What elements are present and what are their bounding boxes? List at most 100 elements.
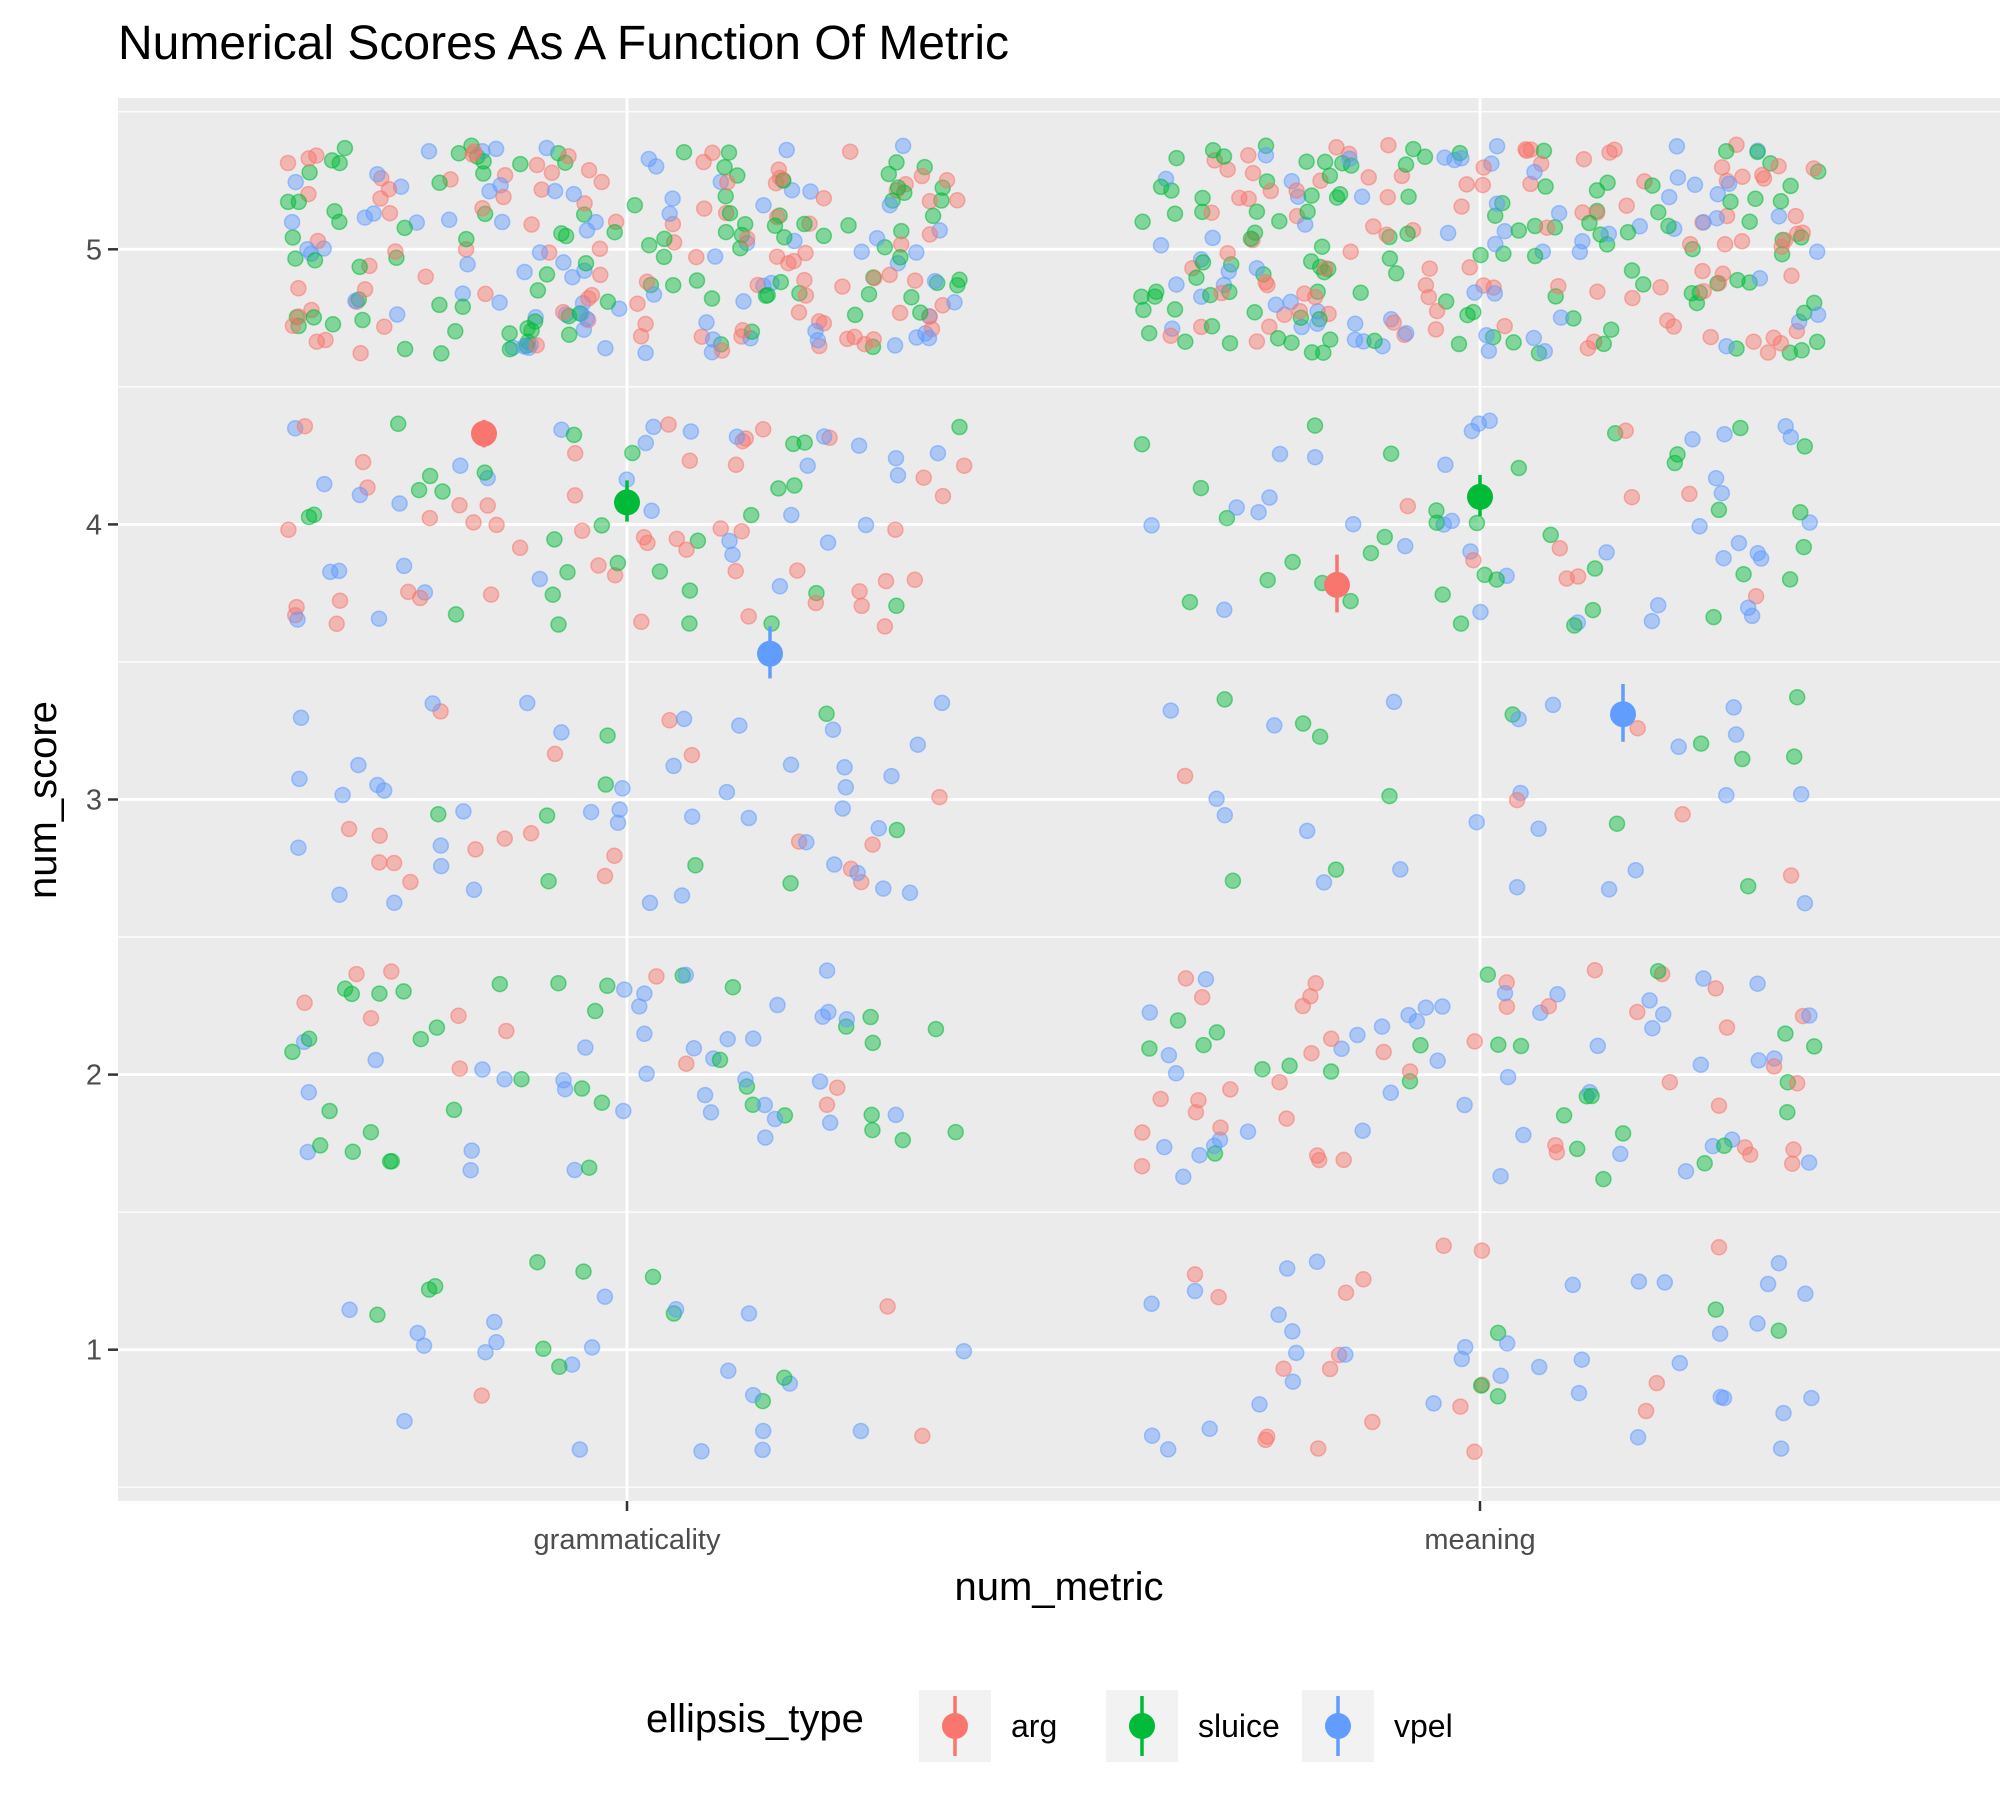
point-sluice: [1140, 324, 1158, 342]
point-arg: [451, 1060, 469, 1077]
point-sluice: [1327, 861, 1345, 878]
point-vpel: [693, 1443, 710, 1460]
point-vpel: [1644, 1019, 1661, 1037]
point-arg: [1303, 1044, 1320, 1062]
point-vpel: [933, 694, 951, 712]
point-vpel: [1600, 225, 1618, 243]
point-vpel: [731, 717, 748, 734]
point-vpel: [292, 709, 310, 727]
point-sluice: [846, 306, 864, 324]
point-sluice: [1322, 1063, 1340, 1080]
point-sluice: [894, 1131, 912, 1149]
point-sluice: [1302, 253, 1320, 270]
point-vpel: [698, 314, 715, 331]
point-vpel: [1725, 699, 1742, 716]
point-arg: [477, 285, 494, 303]
point-arg: [1618, 197, 1635, 214]
point-sluice: [776, 229, 793, 246]
point-sluice: [912, 304, 929, 321]
point-vpel: [1801, 514, 1818, 531]
point-arg: [522, 825, 540, 842]
point-arg: [1330, 1346, 1348, 1364]
point-arg: [496, 166, 514, 184]
point-vpel: [1373, 1018, 1391, 1035]
point-vpel: [771, 578, 789, 595]
point-vpel: [718, 783, 736, 801]
point-arg: [421, 509, 439, 527]
point-arg: [1517, 141, 1534, 158]
point-arg: [296, 417, 314, 435]
point-sluice: [336, 980, 354, 998]
point-arg: [1203, 204, 1220, 221]
point-arg: [362, 1009, 380, 1027]
point-sluice: [786, 477, 803, 494]
point-vpel: [1656, 1274, 1674, 1291]
point-sluice: [1283, 334, 1300, 351]
point-arg: [734, 321, 752, 339]
point-arg: [955, 457, 973, 474]
point-vpel: [1709, 185, 1727, 203]
point-vpel: [1453, 150, 1470, 167]
point-arg: [892, 236, 910, 253]
point-vpel: [908, 329, 925, 346]
point-arg: [1458, 176, 1475, 193]
point-arg: [1219, 244, 1236, 262]
point-sluice: [1602, 321, 1620, 338]
point-arg: [383, 963, 400, 980]
point-sluice: [1316, 153, 1334, 171]
point-vpel: [462, 1161, 479, 1179]
point-vpel: [1790, 313, 1808, 331]
point-arg: [1733, 233, 1751, 250]
point-vpel: [1201, 1420, 1218, 1438]
point-vpel: [1436, 149, 1453, 166]
point-sluice: [1741, 213, 1758, 230]
point-vpel: [645, 418, 662, 436]
point-sluice: [551, 1358, 568, 1376]
point-sluice: [815, 227, 833, 245]
point-sluice: [1489, 1388, 1507, 1405]
point-vpel: [887, 1106, 905, 1124]
point-sluice: [893, 222, 910, 240]
point-arg: [1747, 588, 1765, 605]
point-vpel: [597, 339, 614, 357]
point-arg: [1636, 173, 1653, 190]
point-vpel: [454, 285, 472, 302]
point-sluice: [354, 311, 371, 329]
point-sluice: [1284, 553, 1301, 571]
point-sluice: [593, 517, 611, 534]
point-vpel: [1429, 1052, 1446, 1070]
point-vpel: [1487, 235, 1504, 253]
point-sluice: [818, 705, 835, 723]
point-arg: [328, 615, 345, 633]
point-vpel: [834, 800, 851, 817]
point-vpel: [432, 837, 450, 854]
point-sluice: [1734, 750, 1751, 768]
point-sluice: [1566, 617, 1583, 634]
point-arg: [1754, 166, 1771, 184]
point-vpel: [955, 1342, 973, 1360]
point-sluice: [1584, 601, 1602, 619]
point-sluice: [445, 1101, 463, 1119]
point-vpel: [778, 141, 795, 159]
point-sluice: [1488, 571, 1505, 588]
point-arg: [566, 487, 584, 504]
point-vpel: [883, 767, 900, 785]
point-sluice: [888, 597, 905, 615]
point-arg: [1782, 867, 1800, 884]
mean-point-arg: [471, 420, 497, 447]
point-arg: [1337, 1284, 1355, 1301]
axes: 1 2 3 4 5 grammaticality meaning: [86, 234, 1536, 1556]
point-vpel: [724, 546, 741, 563]
point-arg: [1770, 157, 1787, 175]
point-vpel: [1492, 1367, 1509, 1385]
point-arg: [1240, 190, 1257, 208]
point-arg: [1133, 1157, 1151, 1175]
point-vpel: [1216, 806, 1234, 824]
point-sluice: [766, 217, 784, 235]
point-arg: [1694, 262, 1711, 280]
point-vpel: [1536, 343, 1554, 360]
point-arg: [665, 234, 683, 251]
point-sluice: [644, 1268, 662, 1286]
point-sluice: [924, 207, 942, 225]
